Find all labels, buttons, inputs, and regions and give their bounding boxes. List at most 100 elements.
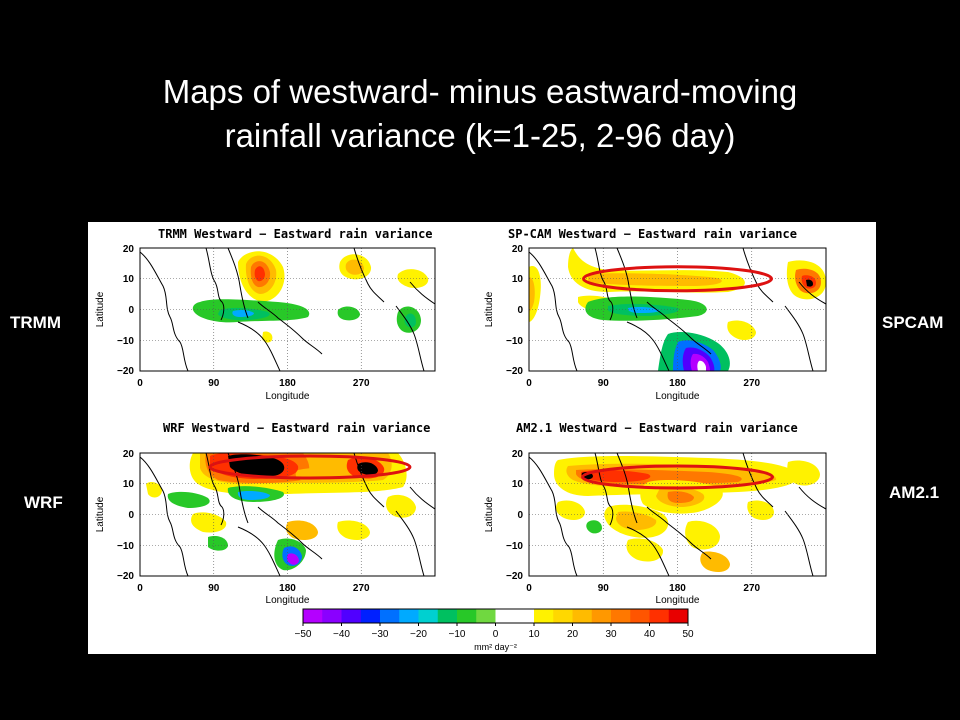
lon-tick: 0 <box>526 583 532 594</box>
side-label-am21: AM2.1 <box>889 483 940 502</box>
colorbar-cell <box>668 609 689 623</box>
map-panel-spcam: SP-CAM Westward − Eastward rain variance… <box>484 227 827 402</box>
colorbar-cell <box>495 609 516 623</box>
lon-tick: 180 <box>669 378 686 389</box>
colorbar-cell <box>572 609 593 623</box>
colorbar-cell <box>630 609 650 623</box>
rain-field-spcam <box>529 248 826 371</box>
colorbar-tick-label: 50 <box>682 629 694 640</box>
grid-spcam <box>529 248 826 371</box>
colorbar-tick-label: −50 <box>295 629 312 640</box>
lon-tick: 270 <box>353 378 370 389</box>
x-axis-label: Longitude <box>266 595 310 606</box>
panel-title-spcam: SP-CAM Westward − Eastward rain variance <box>508 227 797 241</box>
colorbar-tick-label: 0 <box>493 629 499 640</box>
slide-title-line-1: Maps of westward- minus eastward-moving <box>162 73 798 110</box>
lon-tick: 180 <box>279 583 296 594</box>
lat-tick: −10 <box>117 336 134 347</box>
panel-title-am21: AM2.1 Westward − Eastward rain variance <box>516 421 798 435</box>
colorbar-tick-label: 10 <box>528 629 540 640</box>
grid-trmm <box>140 248 435 371</box>
lon-tick: 270 <box>743 378 760 389</box>
x-axis-label: Longitude <box>266 391 310 402</box>
lon-tick: 90 <box>208 583 220 594</box>
colorbar-cell <box>418 609 439 623</box>
side-label-spcam: SPCAM <box>882 313 944 332</box>
lon-tick: 180 <box>279 378 296 389</box>
colorbar-tick-label: 40 <box>644 629 656 640</box>
colorbar-cell <box>457 609 477 623</box>
y-axis-label: Latitude <box>95 291 106 327</box>
colorbar-tick-label: 20 <box>567 629 579 640</box>
y-axis-label: Latitude <box>484 496 495 532</box>
rain-field-trmm <box>192 251 429 343</box>
colorbar-cell <box>591 609 612 623</box>
lat-tick: 0 <box>517 510 523 521</box>
lat-tick: 0 <box>128 305 134 316</box>
lon-tick: 0 <box>526 378 532 389</box>
lon-tick: 90 <box>598 583 610 594</box>
lat-tick: −10 <box>506 336 523 347</box>
colorbar-cell <box>476 609 496 623</box>
side-label-wrf: WRF <box>24 493 63 512</box>
lat-tick: 10 <box>512 479 524 490</box>
lon-tick: 0 <box>137 378 143 389</box>
colorbar-tick-label: 30 <box>605 629 617 640</box>
lat-tick: −10 <box>117 541 134 552</box>
lon-tick: 270 <box>743 583 760 594</box>
map-panel-wrf: WRF Westward − Eastward rain variance 20… <box>95 421 436 606</box>
lon-tick: 180 <box>669 583 686 594</box>
rain-field-am21 <box>554 456 820 572</box>
lat-tick: 20 <box>123 244 135 255</box>
colorbar: −50 −40 −30 −20 −10 0 10 20 30 40 50 mm² day⁻² <box>295 608 694 652</box>
highlight-ellipse-wrf <box>208 454 412 480</box>
colorbar-tick-label: −40 <box>333 629 350 640</box>
lon-tick: 0 <box>137 583 143 594</box>
panel-title-wrf: WRF Westward − Eastward rain variance <box>163 421 430 435</box>
colorbar-cell <box>322 609 342 623</box>
colorbar-tick-label: −30 <box>372 629 389 640</box>
colorbar-cell <box>514 609 535 623</box>
colorbar-cell <box>360 609 381 623</box>
grid-wrf <box>140 453 435 576</box>
lat-tick: 20 <box>512 244 524 255</box>
colorbar-units: mm² day⁻² <box>474 642 517 652</box>
x-axis-label: Longitude <box>656 595 700 606</box>
colorbar-tick-label: −20 <box>410 629 427 640</box>
lat-tick: −20 <box>506 571 523 582</box>
map-panel-trmm: TRMM Westward − Eastward rain variance 2… <box>95 227 436 402</box>
grid-am21 <box>529 453 826 576</box>
lat-tick: 20 <box>123 449 135 460</box>
lat-tick: −20 <box>117 366 134 377</box>
lat-tick: 10 <box>123 479 135 490</box>
colorbar-cell <box>380 609 400 623</box>
colorbar-cell <box>534 609 554 623</box>
colorbar-cells <box>303 609 689 623</box>
lat-tick: −10 <box>506 541 523 552</box>
figure-svg: TRMM Westward − Eastward rain variance 2… <box>95 227 827 652</box>
colorbar-cell <box>399 609 419 623</box>
colorbar-ticks: −50 −40 −30 −20 −10 0 10 20 30 40 50 <box>295 623 694 640</box>
colorbar-cell <box>303 609 323 623</box>
rain-field-wrf <box>146 453 416 571</box>
x-axis-label: Longitude <box>656 391 700 402</box>
slide-title: Maps of westward- minus eastward-moving … <box>0 70 960 158</box>
map-frame-spcam <box>528 247 827 372</box>
lat-tick: 10 <box>123 274 135 285</box>
lat-tick: 20 <box>512 449 524 460</box>
lon-tick: 270 <box>353 583 370 594</box>
panel-title-trmm: TRMM Westward − Eastward rain variance <box>158 227 433 241</box>
colorbar-cell <box>649 609 670 623</box>
figure-panel: TRMM Westward − Eastward rain variance 2… <box>88 222 876 654</box>
map-panel-am21: AM2.1 Westward − Eastward rain variance … <box>484 421 827 606</box>
lat-tick: 0 <box>128 510 134 521</box>
y-axis-label: Latitude <box>484 291 495 327</box>
side-label-trmm: TRMM <box>10 313 61 332</box>
lat-tick: 10 <box>512 274 524 285</box>
highlight-ellipse-am21 <box>581 464 774 490</box>
colorbar-cell <box>437 609 458 623</box>
y-axis-label: Latitude <box>95 496 106 532</box>
map-frame-trmm <box>139 247 436 372</box>
colorbar-cell <box>611 609 631 623</box>
colorbar-cell <box>341 609 362 623</box>
